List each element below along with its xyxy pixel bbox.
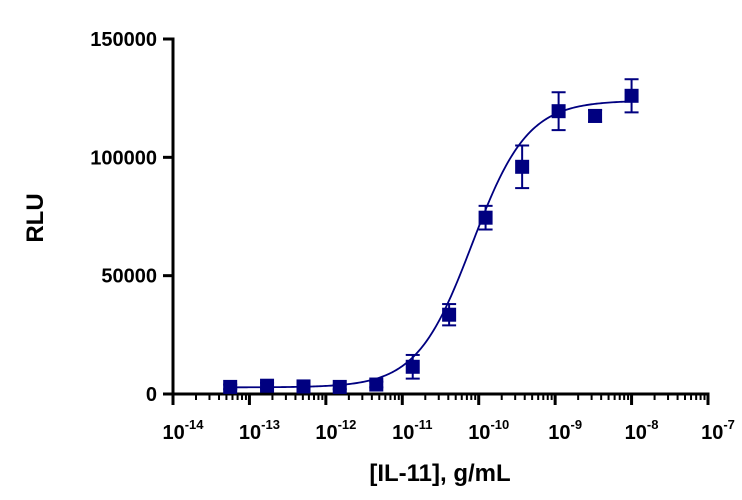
data-point [332, 379, 347, 394]
data-point [551, 104, 566, 119]
y-axis-title: RLU [22, 193, 49, 242]
data-points-layer [223, 78, 639, 394]
y-tick-label: 100000 [90, 147, 157, 169]
x-axis-title: [IL-11], g/mL [369, 460, 510, 487]
data-point [405, 359, 420, 374]
data-point [260, 378, 275, 393]
data-point [588, 108, 603, 123]
data-point [515, 159, 530, 174]
data-point [442, 307, 457, 322]
y-tick-label: 150000 [90, 29, 157, 51]
x-tick-label: 10-9 [548, 417, 582, 444]
x-tick-label: 10-10 [468, 417, 509, 444]
axes: 0 50000 100000 150000 10-14 10-13 10-12 10-11 10… [90, 29, 735, 444]
x-tick-label: 10-13 [239, 417, 280, 444]
x-tick-label: 10-8 [625, 417, 659, 444]
x-tick-label: 10-11 [392, 417, 432, 444]
data-point [296, 379, 311, 394]
y-tick-label: 0 [146, 384, 157, 406]
y-tick-label: 50000 [101, 266, 157, 288]
fit-curve [230, 100, 632, 389]
x-tick-label: 10-7 [701, 417, 735, 444]
data-point [223, 379, 238, 394]
data-point [624, 88, 639, 103]
x-tick-label: 10-12 [315, 417, 356, 444]
data-point [478, 210, 493, 225]
fit-curve-layer [230, 100, 632, 389]
data-point [369, 377, 384, 392]
x-tick-label: 10-14 [162, 417, 204, 444]
